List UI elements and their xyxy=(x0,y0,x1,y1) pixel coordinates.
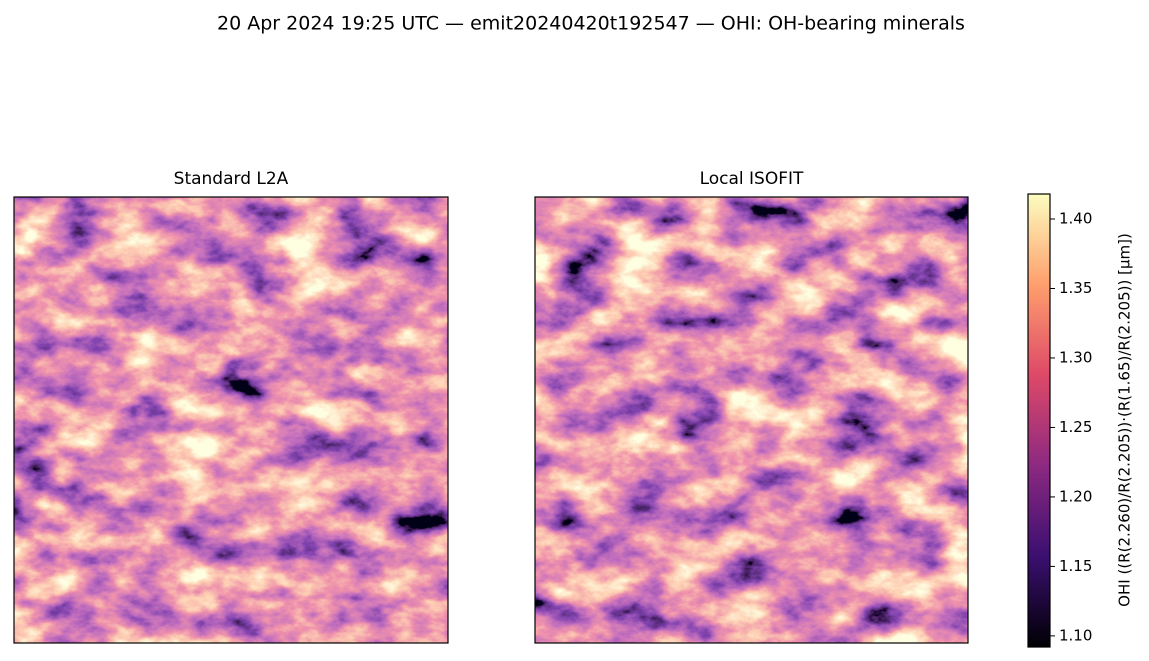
figure-title: 20 Apr 2024 19:25 UTC — emit20240420t192… xyxy=(217,13,965,35)
panel-title: Local ISOFIT xyxy=(700,169,804,189)
panel-title: Standard L2A xyxy=(174,169,289,189)
image xyxy=(14,197,448,643)
tick-label: 1.10 xyxy=(1059,626,1092,644)
panel-frame xyxy=(534,196,969,644)
image xyxy=(535,197,968,643)
tick-label: 1.20 xyxy=(1059,487,1092,505)
tick-label: 1.25 xyxy=(1059,418,1092,436)
tick-label: 1.40 xyxy=(1059,210,1092,228)
colorbar-label: OHI ((R(2.260)/R(2.205))·(R(1.65)/R(2.20… xyxy=(1116,233,1134,607)
colorbar xyxy=(1027,193,1051,648)
tick-label: 1.35 xyxy=(1059,279,1092,297)
tick-label: 1.15 xyxy=(1059,557,1092,575)
tick-label: 1.30 xyxy=(1059,348,1092,366)
panel-frame xyxy=(13,196,449,644)
